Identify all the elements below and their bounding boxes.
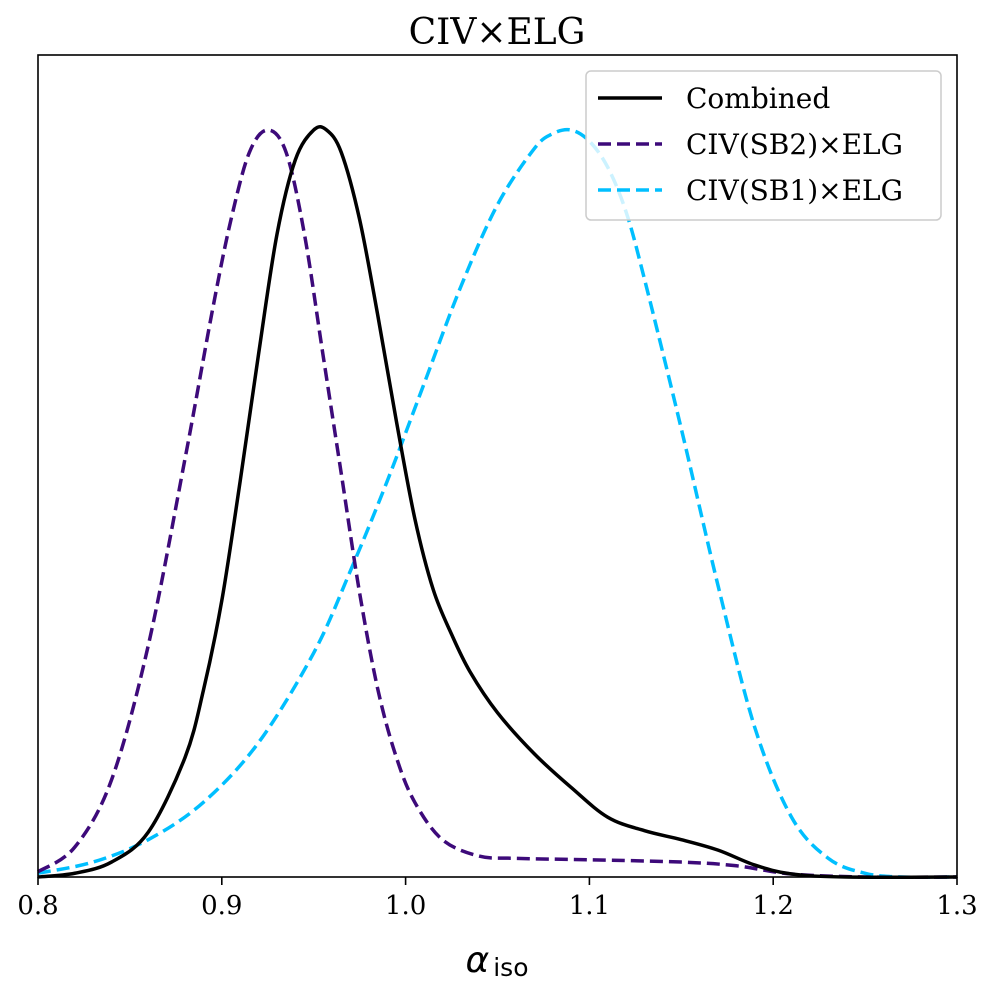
x-axis-ticks: 0.8 0.9 1.0 1.1 1.2 1.3 [17, 877, 978, 921]
series-line-2 [37, 127, 958, 880]
x-tick-label: 0.8 [17, 891, 58, 921]
x-axis-label-subscript: iso [493, 953, 528, 982]
legend-label-0: Combined [686, 82, 830, 115]
x-tick-label: 1.1 [569, 891, 610, 921]
x-axis-label: α iso [465, 940, 528, 982]
x-tick-label: 0.9 [201, 891, 242, 921]
x-tick-label: 1.0 [385, 891, 426, 921]
legend-entries: Combined CIV(SB2)×ELG CIV(SB1)×ELG [598, 82, 903, 207]
legend: Combined CIV(SB2)×ELG CIV(SB1)×ELG [585, 70, 942, 221]
x-axis-label-symbol: α [465, 940, 489, 981]
series-line-1 [37, 128, 958, 879]
legend-label-1: CIV(SB2)×ELG [686, 128, 903, 161]
x-tick-label: 1.2 [753, 891, 794, 921]
legend-label-2: CIV(SB1)×ELG [686, 174, 903, 207]
plot-lines [37, 124, 958, 880]
x-tick-label: 1.3 [936, 891, 977, 921]
plot-frame [37, 54, 958, 878]
chart-title: CIV×ELG [409, 12, 586, 53]
legend-box [585, 70, 942, 221]
series-line-0 [37, 124, 958, 879]
